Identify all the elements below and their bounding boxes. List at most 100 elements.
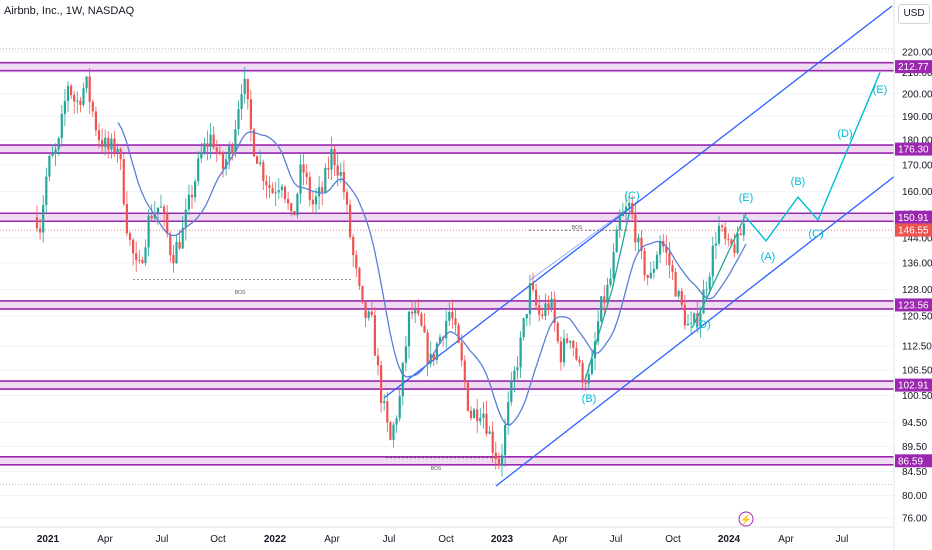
candle-body [101, 140, 104, 147]
candle-body [380, 365, 383, 403]
last-price-tag-bg [895, 223, 932, 237]
candle-body [628, 202, 631, 207]
wave-label: (D) [837, 128, 852, 140]
candle-body [122, 159, 125, 205]
candle-body [395, 418, 398, 425]
wave-label: (C) [624, 190, 639, 202]
lightning-icon: ⚡ [740, 513, 752, 526]
candle-body [314, 196, 318, 205]
candle-body [336, 165, 339, 176]
price-tags: 212.77 176.30 150.91 123.56 102.91 86.59 146.5… [895, 60, 932, 468]
candle-body [63, 100, 66, 115]
candle-body [538, 305, 541, 315]
candle-body [730, 239, 733, 245]
candle-body [128, 233, 132, 240]
candle-body [169, 233, 172, 256]
time-tick-label: 2021 [37, 534, 60, 545]
candle-body [584, 382, 587, 384]
candle-body [187, 194, 190, 210]
candle-body [355, 255, 358, 269]
wave-label: (B) [791, 176, 806, 188]
candle-body [736, 233, 739, 254]
candle-body [225, 159, 228, 169]
wave-leg [584, 209, 631, 381]
candle-body [249, 99, 252, 130]
candle-body [361, 285, 364, 303]
candle-body [544, 303, 547, 317]
candle-body [609, 278, 612, 285]
candle-body [51, 153, 54, 156]
candle-body [349, 204, 352, 237]
candle-body [156, 207, 159, 213]
candle-body [643, 250, 646, 275]
candle-body [392, 424, 395, 440]
level-price-tag: 102.91 [898, 381, 929, 392]
candle-body [113, 138, 116, 153]
candle-body [330, 149, 333, 170]
candle-body [411, 311, 414, 314]
time-tick-label: Oct [438, 534, 454, 545]
candle-body [516, 367, 519, 371]
candle-body [733, 244, 736, 254]
candle-body [690, 323, 693, 325]
candle-body [299, 164, 302, 194]
time-tick-label: Jul [836, 534, 849, 545]
wave-projection [584, 72, 881, 381]
candle-body [482, 413, 485, 418]
candle-body [290, 203, 293, 212]
price-tick-label: 76.00 [902, 514, 927, 525]
candle-body [88, 76, 91, 102]
level-band [0, 456, 894, 465]
candle-body [209, 134, 212, 147]
currency-button[interactable]: USD [898, 4, 930, 24]
candle-body [438, 336, 442, 344]
candle-body [172, 255, 175, 264]
candle-body [237, 109, 240, 130]
candle-body [535, 289, 538, 306]
price-tick-label: 112.50 [902, 342, 932, 353]
candle-body [519, 337, 522, 368]
candle-body [76, 100, 79, 102]
candle-body [190, 194, 194, 198]
candle-body [677, 290, 680, 297]
wave-label: (B) [582, 393, 597, 405]
candle-body [94, 111, 97, 131]
candle-body [342, 171, 345, 193]
candle-body [296, 193, 299, 216]
candle-body [448, 312, 451, 321]
candle-body [383, 401, 386, 403]
time-tick-label: Apr [778, 534, 794, 545]
candle-body [696, 313, 699, 327]
candle-body [57, 138, 60, 150]
candle-body [699, 313, 702, 327]
candle-body [125, 204, 128, 234]
candle-body [386, 401, 389, 423]
candle-body [559, 341, 562, 363]
bos-label: BOS [431, 466, 442, 472]
price-tick-label: 128.00 [902, 285, 932, 296]
candle-body [721, 225, 724, 228]
candle-body [460, 342, 463, 361]
candle-body [45, 176, 48, 205]
last-price-tag: 146.55 [898, 226, 929, 237]
candle-body [159, 206, 163, 208]
candle-body [572, 340, 575, 348]
candle-body [262, 162, 265, 182]
wave-label: (C) [808, 228, 823, 240]
candle-body [547, 303, 550, 308]
candle-body [85, 76, 88, 89]
candle-body [414, 310, 417, 314]
candle-body [138, 259, 141, 261]
candle-body [566, 338, 569, 343]
candle-body [345, 192, 349, 205]
candle-body [228, 146, 231, 160]
price-tick-label: 180.00 [902, 135, 932, 146]
event-badge [738, 511, 754, 527]
wave-projection-line [745, 72, 881, 242]
candle-body [66, 85, 70, 101]
candle-body [624, 206, 628, 212]
time-tick-label: Oct [210, 534, 226, 545]
wave-label: (D) [695, 319, 710, 331]
candle-body [339, 171, 342, 176]
